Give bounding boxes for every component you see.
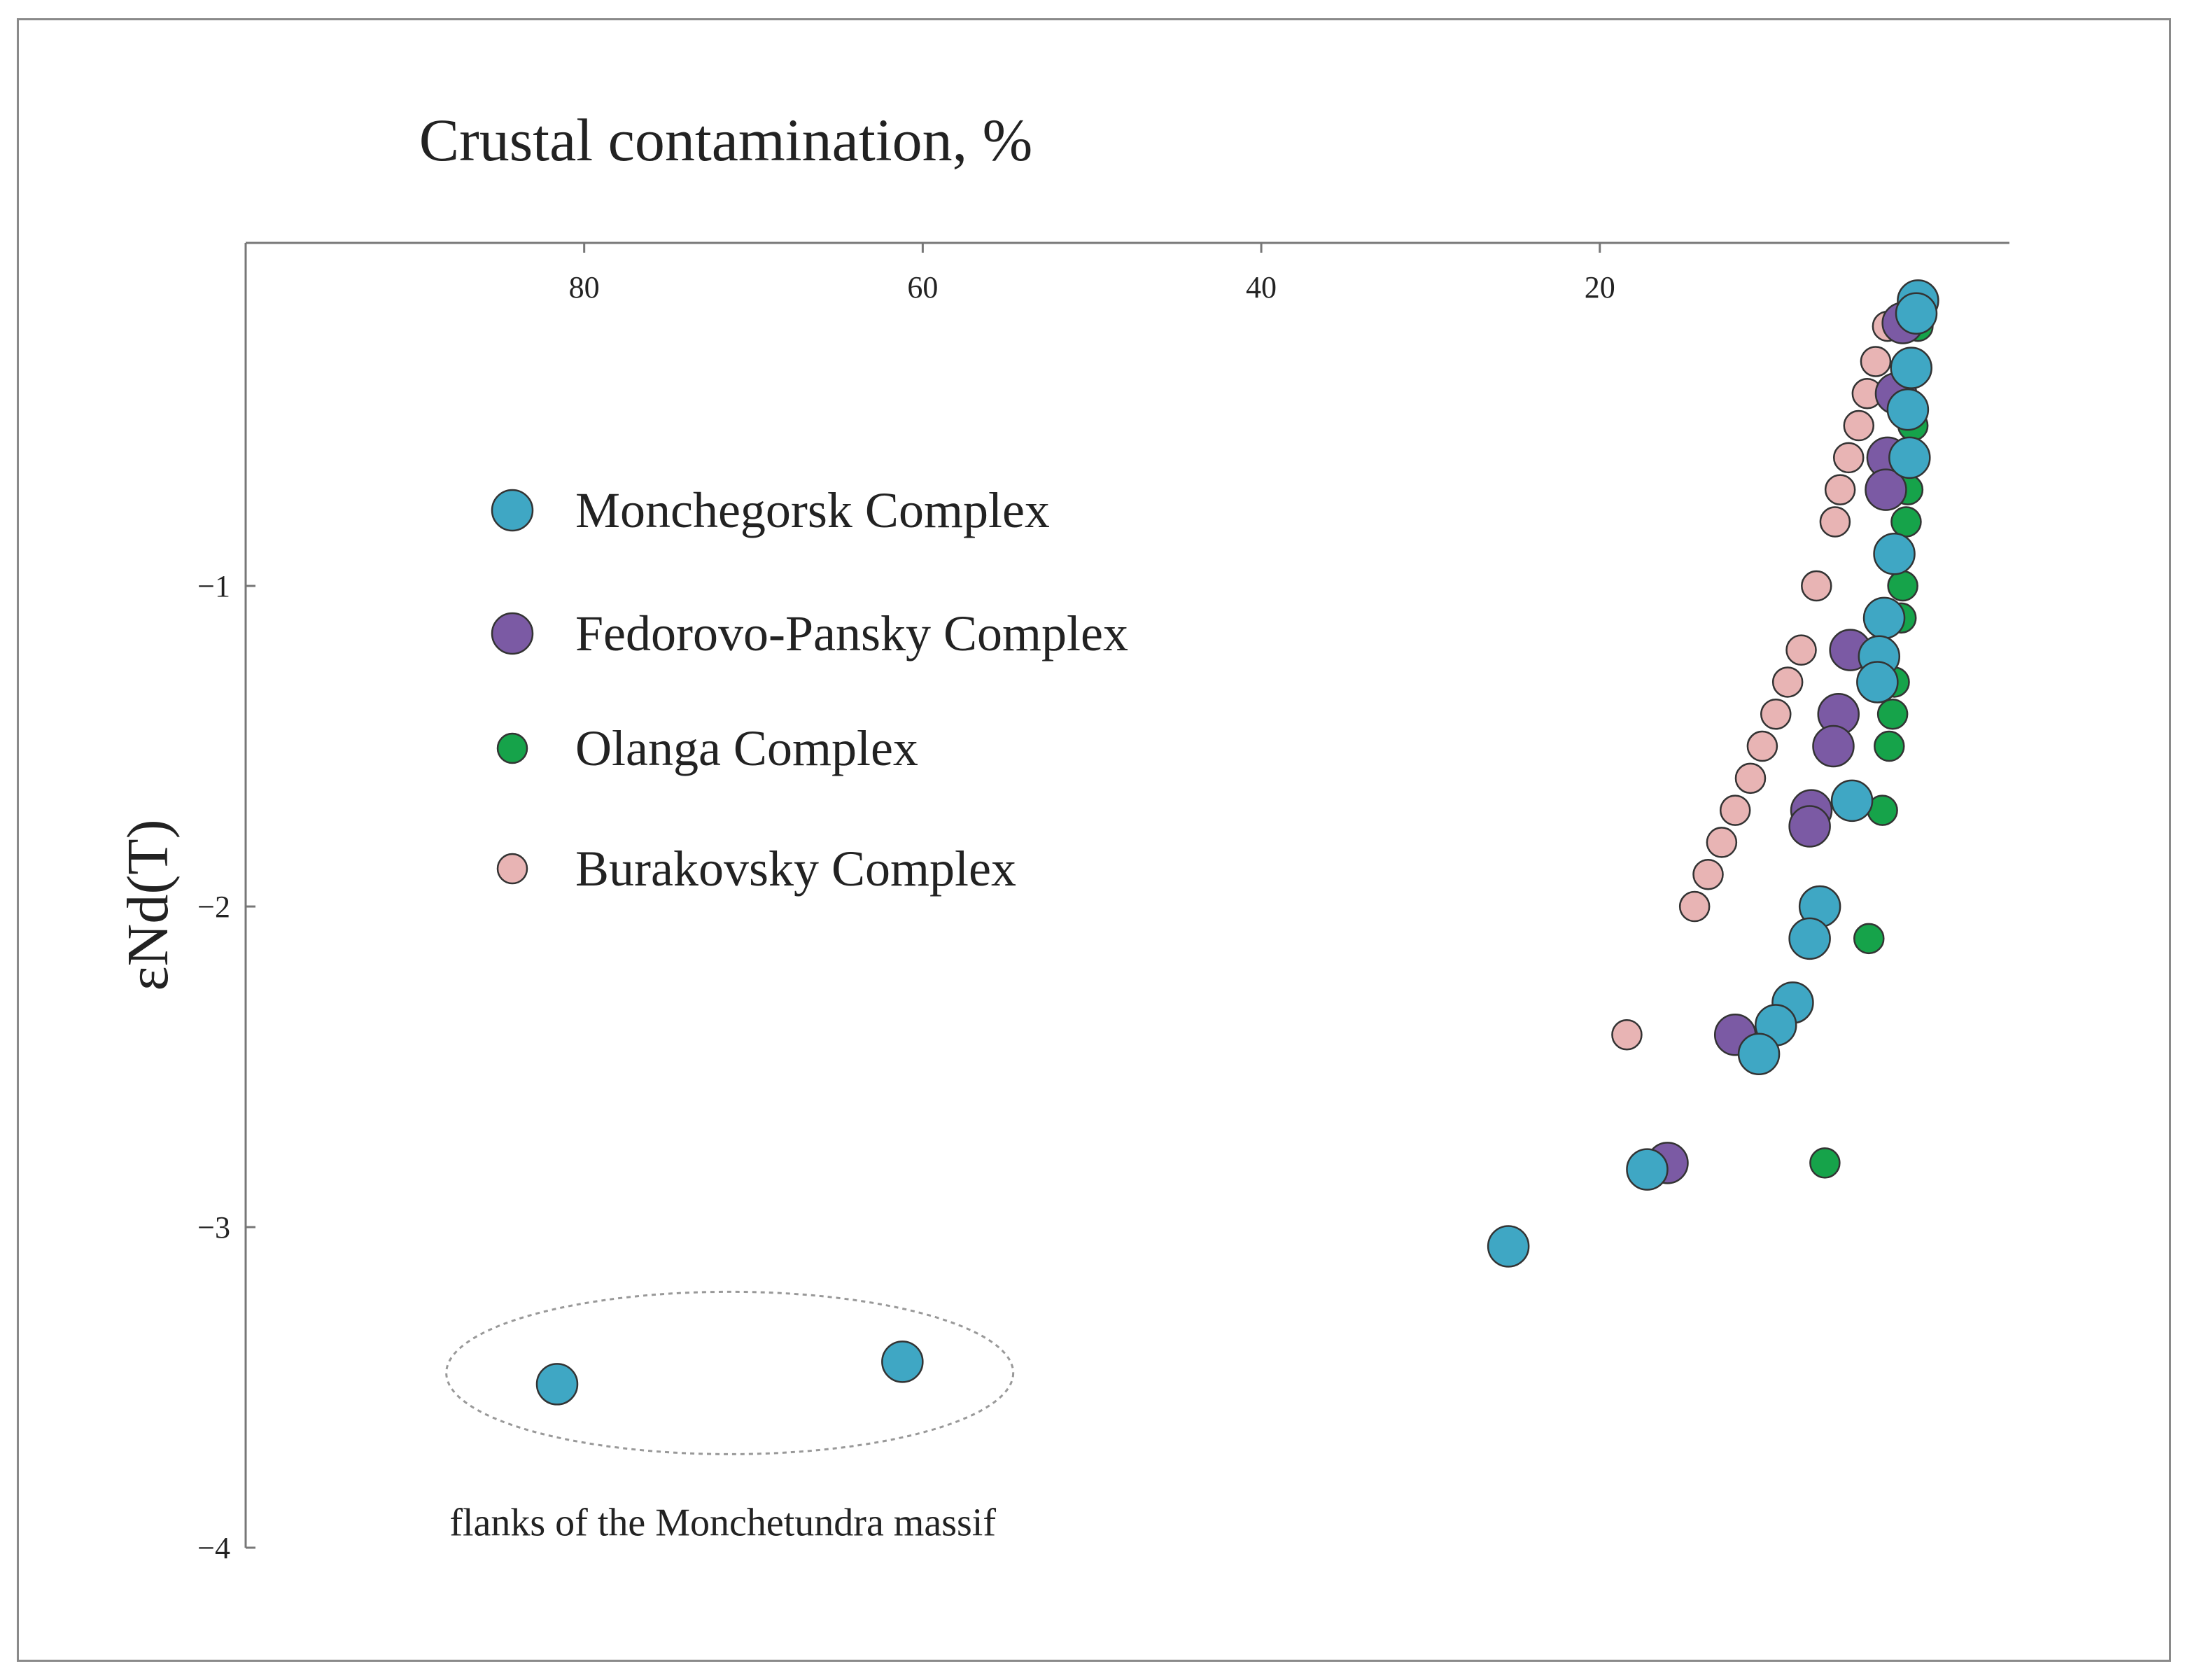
legend-label-burakovsky-complex: Burakovsky Complex [575,841,1016,897]
annotation-ellipse [445,1290,1015,1455]
legend-marker-fedorovo-pansky-complex [491,612,534,655]
y-axis-label: εNd(T) [115,819,181,990]
point-olanga-complex [1876,698,1909,730]
point-monchegorsk-complex [1895,292,1938,335]
point-monchegorsk-complex [535,1363,579,1406]
figure-frame: Crustal contamination, % εNd(T) 80 60 40 20… [17,18,2171,1662]
point-burakovsky-complex [1760,698,1792,730]
x-tick-label: 60 [907,270,938,304]
point-monchegorsk-complex [1890,346,1932,389]
y-tick-label: −1 [197,569,230,603]
point-olanga-complex [1887,570,1918,602]
x-tick-label: 80 [569,270,600,304]
legend-marker-burakovsky-complex [496,853,528,885]
legend-label-olanga-complex: Olanga Complex [575,720,918,776]
point-burakovsky-complex [1860,346,1892,377]
point-burakovsky-complex [1785,634,1817,666]
annotation-layer: flanks of the Monchetundra massif [445,1290,1015,1544]
point-monchegorsk-complex [1830,779,1874,822]
point-monchegorsk-complex [1487,1225,1530,1268]
legend-label-monchegorsk-complex: Monchegorsk Complex [575,482,1050,538]
point-monchegorsk-complex [1856,661,1899,704]
point-burakovsky-complex [1706,827,1738,858]
point-burakovsky-complex [1819,506,1851,538]
legend-marker-monchegorsk-complex [491,489,534,532]
data-points [535,279,1939,1406]
point-olanga-complex [1809,1147,1841,1179]
point-burakovsky-complex [1771,666,1804,698]
point-monchegorsk-complex [1888,436,1931,479]
point-fedorovo-pansky-complex [1788,805,1831,848]
point-burakovsky-complex [1746,730,1778,762]
chart-title: Crustal contamination, % [419,106,1033,174]
point-burakovsky-complex [1719,794,1751,826]
point-monchegorsk-complex [1737,1032,1781,1075]
legend: Monchegorsk Complex Fedorovo-Pansky Compl… [491,482,1128,897]
point-monchegorsk-complex [881,1340,924,1383]
point-burakovsky-complex [1692,858,1724,890]
point-monchegorsk-complex [1862,596,1906,640]
point-fedorovo-pansky-complex [1812,724,1855,768]
point-olanga-complex [1853,923,1885,955]
scatter-chart: Crustal contamination, % εNd(T) 80 60 40 20… [115,106,2009,1565]
x-tick-label: 20 [1585,270,1615,304]
annotation-label: flanks of the Monchetundra massif [449,1501,996,1544]
point-monchegorsk-complex [1886,388,1930,431]
point-olanga-complex [1874,730,1905,762]
point-burakovsky-complex [1734,762,1767,794]
axes: 80 60 40 20 −1 −2 −3 −4 [197,241,2009,1565]
y-tick-label: −2 [197,890,230,924]
legend-label-fedorovo-pansky-complex: Fedorovo-Pansky Complex [575,606,1128,662]
point-monchegorsk-complex [1626,1148,1669,1191]
y-tick-label: −3 [197,1210,230,1245]
point-burakovsky-complex [1611,1018,1643,1051]
point-burakovsky-complex [1678,890,1711,923]
point-olanga-complex [1890,506,1922,538]
legend-marker-olanga-complex [496,732,528,764]
point-burakovsky-complex [1824,474,1856,505]
point-burakovsky-complex [1843,410,1875,442]
point-monchegorsk-complex [1873,532,1916,575]
y-tick-label: −4 [197,1531,230,1565]
x-tick-label: 40 [1246,270,1277,304]
point-burakovsky-complex [1832,442,1865,474]
point-monchegorsk-complex [1788,917,1831,960]
point-fedorovo-pansky-complex [1865,468,1907,511]
point-burakovsky-complex [1801,570,1832,602]
